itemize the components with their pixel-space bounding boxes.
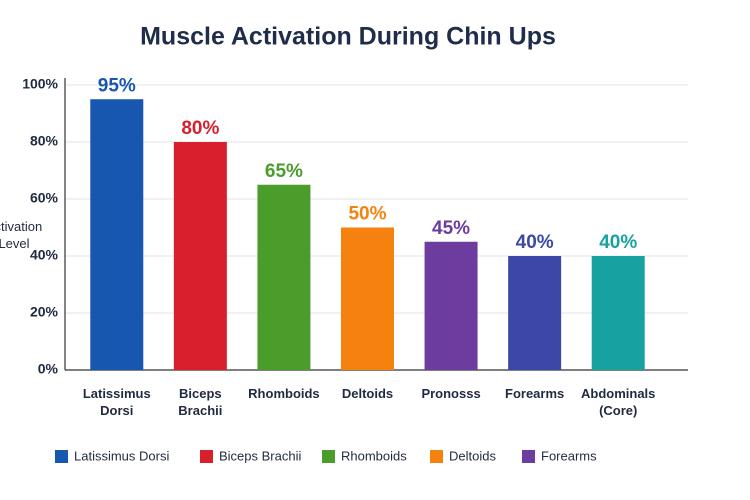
value-label: 65%	[265, 161, 303, 182]
bar	[508, 256, 562, 370]
value-label: 45%	[432, 218, 470, 239]
legend-swatch	[322, 450, 335, 463]
y-tick-label: 100%	[22, 76, 58, 92]
x-tick-label: Latissimus Dorsi	[82, 386, 151, 418]
bar	[257, 184, 311, 370]
chart-title: Muscle Activation During Chin Ups	[140, 23, 556, 51]
value-label: 80%	[181, 118, 219, 139]
x-tick-label: Abdominals (Core)	[581, 386, 656, 418]
bar	[173, 142, 227, 370]
y-tick-label: 20%	[30, 304, 59, 320]
legend-label: Deltoids	[449, 448, 496, 463]
value-label: 40%	[599, 232, 637, 253]
value-label: 95%	[98, 75, 136, 96]
legend-swatch	[200, 450, 213, 463]
y-tick-label: 80%	[30, 133, 59, 149]
bar	[591, 256, 645, 370]
y-tick-label: 60%	[30, 190, 59, 206]
legend-swatch	[55, 450, 68, 463]
y-axis-label: Activation Level	[0, 219, 43, 251]
value-label: 50%	[348, 204, 386, 225]
legend-label: Biceps Brachii	[219, 448, 301, 463]
y-tick-label: 40%	[30, 247, 59, 263]
x-tick-label: Forearms	[505, 386, 565, 401]
bar	[341, 227, 394, 370]
legend-label: Forearms	[541, 448, 597, 463]
legend-swatch	[430, 450, 443, 463]
legend-swatch	[522, 450, 535, 463]
x-tick-label: Rhomboids	[248, 386, 320, 401]
x-tick-label: Deltoids	[341, 386, 394, 401]
bar	[424, 241, 478, 370]
y-tick-label: 0%	[38, 361, 59, 377]
value-label: 40%	[516, 232, 554, 253]
legend-label: Rhomboids	[341, 448, 407, 463]
x-tick-label: Pronosss	[421, 386, 481, 401]
x-tick-label: Biceps Brachii	[178, 386, 223, 418]
legend-label: Latissimus Dorsi	[74, 448, 169, 463]
bar	[90, 99, 144, 370]
